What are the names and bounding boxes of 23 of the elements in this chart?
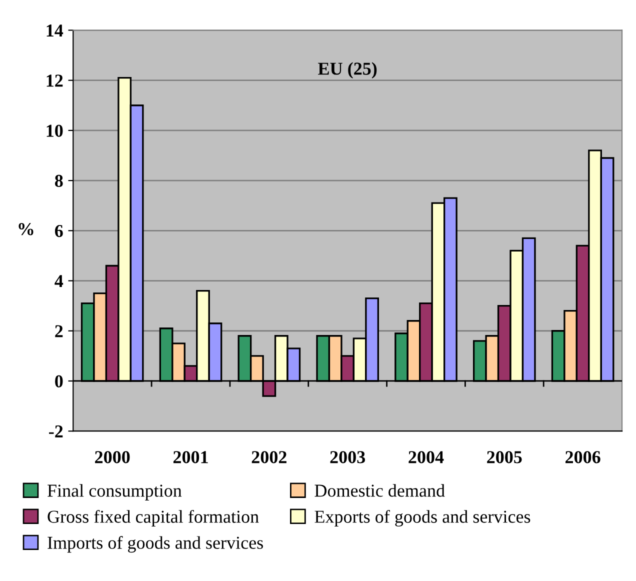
y-tick-label: 0 <box>55 375 63 388</box>
text: EU (25) <box>318 62 377 78</box>
y-tick-label: 2 <box>55 325 63 338</box>
legend-label: Gross fixed capital formation <box>48 510 259 527</box>
x-tick-label: 2006 <box>566 451 600 464</box>
y-tick-label: 4 <box>54 275 64 288</box>
legend-label: Final consumption <box>48 484 182 500</box>
x-tick-label: 2005 <box>487 451 522 464</box>
legend-label: Imports of goods and services <box>48 536 263 553</box>
legend-label: Domestic demand <box>314 484 445 497</box>
y-tick-label: 10 <box>46 124 63 137</box>
legend-label: Exports of goods and services <box>314 510 530 527</box>
x-tick-label: 2000 <box>95 451 130 464</box>
y-axis-title: % <box>18 222 34 236</box>
x-tick-label: 2001 <box>173 451 208 464</box>
x-tick-label: 2004 <box>408 451 444 464</box>
y-tick-label: 8 <box>54 174 63 187</box>
y-tick-label: -2 <box>49 425 63 438</box>
y-tick-label: 6 <box>55 224 63 238</box>
x-tick-label: 2002 <box>252 451 286 464</box>
y-tick-label: 14 <box>46 24 64 36</box>
x-tick-label: 2003 <box>330 451 366 464</box>
y-tick-label: 12 <box>46 74 63 87</box>
